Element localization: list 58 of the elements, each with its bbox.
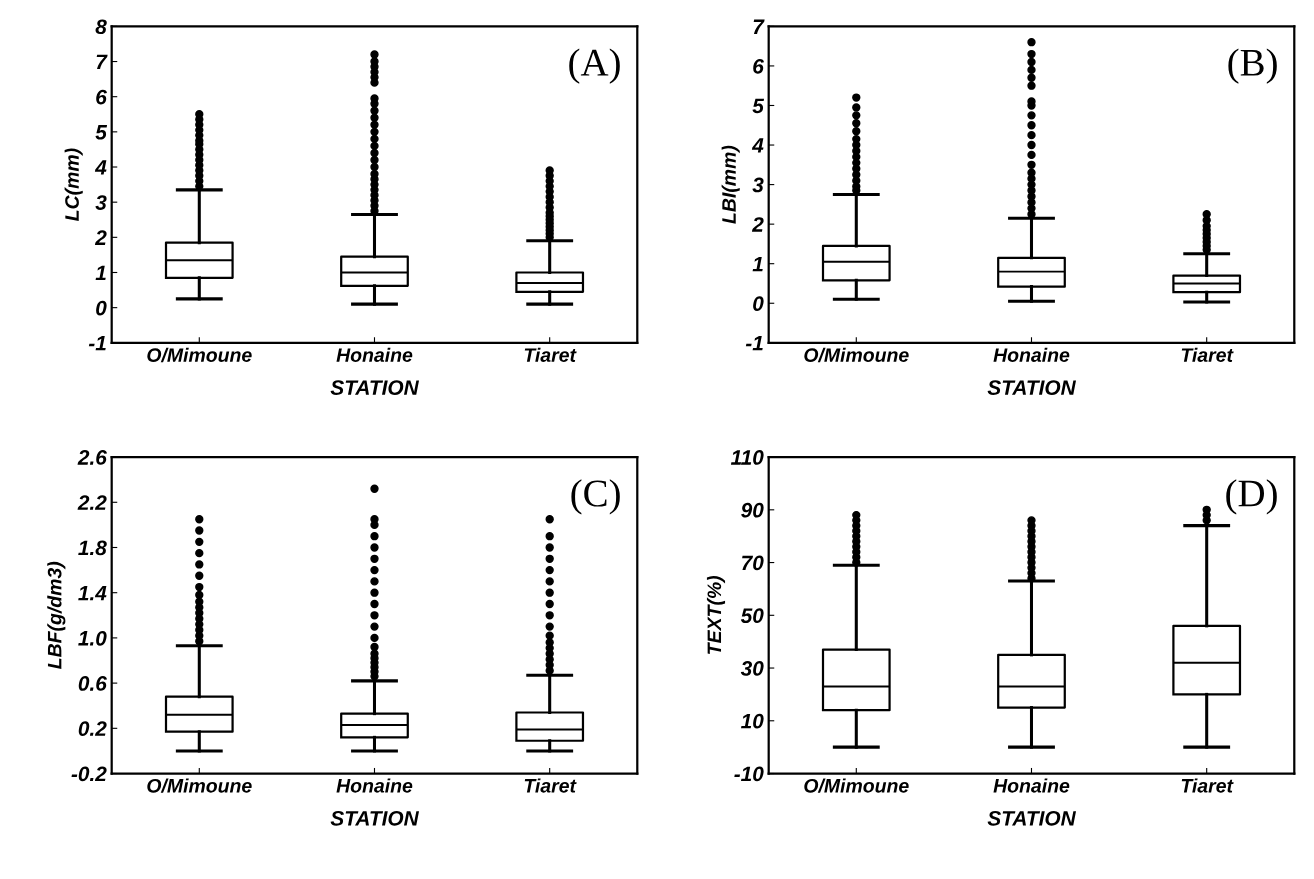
- x-axis-title: STATION: [987, 810, 1077, 826]
- y-tick-label: 3: [95, 195, 107, 210]
- y-tick-label: 5: [95, 125, 108, 140]
- y-tick-label: 1: [95, 265, 106, 281]
- y-tick-label: 2: [751, 217, 764, 232]
- annotation: (A): [569, 48, 620, 84]
- x-tick-label: Tiaret: [524, 778, 577, 793]
- y-tick-label: 1.4: [78, 585, 107, 601]
- x-tick-label: Tiaret: [524, 347, 577, 362]
- annotation: (D): [1226, 479, 1277, 515]
- y-tick-label: 8: [95, 19, 107, 35]
- annotation: (B): [1228, 48, 1277, 84]
- y-tick-label: 0.6: [78, 676, 107, 691]
- y-tick-label: 4: [94, 160, 107, 175]
- y-tick-label: 70: [742, 555, 764, 571]
- y-tick-label: -10: [734, 766, 764, 782]
- y-tick-label: 5: [752, 98, 765, 114]
- y-tick-label: 90: [741, 502, 764, 518]
- y-axis-title: LBI(mm): [721, 145, 740, 224]
- y-tick-label: 1.8: [78, 540, 107, 556]
- y-tick-label: 1.0: [78, 630, 107, 646]
- y-tick-label: 6: [753, 58, 764, 74]
- x-axis-title: STATION: [330, 380, 420, 395]
- x-tick-label: Tiaret: [1181, 347, 1234, 362]
- x-axis-title: STATION: [987, 380, 1077, 395]
- y-tick-label: 2.2: [77, 495, 107, 510]
- x-tick-label: O/Mimoune: [147, 778, 252, 793]
- y-tick-label: 0: [753, 296, 764, 312]
- y-tick-label: 50: [740, 608, 764, 624]
- y-tick-label: 0.2: [78, 721, 107, 737]
- x-tick-label: Honaine: [993, 347, 1070, 362]
- y-axis-title: TEXT(%): [706, 575, 726, 654]
- y-tick-label: 6: [96, 89, 107, 105]
- y-axis-title: LC(mm): [64, 148, 83, 221]
- x-axis-title: STATION: [330, 810, 420, 826]
- y-tick-label: -1: [88, 336, 106, 351]
- y-tick-label: -0.2: [71, 766, 107, 782]
- x-tick-label: Tiaret: [1181, 778, 1234, 793]
- x-tick-label: Honaine: [336, 778, 413, 793]
- y-tick-label: 7: [96, 54, 108, 70]
- y-tick-label: 2.6: [77, 450, 107, 465]
- y-tick-label: 10: [740, 713, 764, 729]
- y-tick-label: 1: [752, 256, 763, 272]
- y-tick-label: 3: [752, 177, 764, 193]
- annotation: (C): [571, 479, 620, 515]
- y-tick-label: 0: [96, 300, 107, 316]
- x-tick-label: Honaine: [336, 347, 413, 362]
- y-tick-label: 30: [740, 661, 764, 676]
- x-tick-label: O/Mimoune: [804, 778, 909, 793]
- y-tick-label: 7: [753, 19, 765, 34]
- x-tick-label: O/Mimoune: [804, 347, 909, 363]
- y-tick-label: -1: [745, 336, 763, 351]
- y-tick-label: 4: [751, 138, 764, 153]
- y-axis-title: LBF(g/dm3): [47, 561, 66, 669]
- y-tick-label: 2: [94, 230, 107, 245]
- y-tick-label: 110: [730, 450, 764, 465]
- x-tick-label: O/Mimoune: [147, 347, 252, 363]
- x-tick-label: Honaine: [993, 778, 1070, 793]
